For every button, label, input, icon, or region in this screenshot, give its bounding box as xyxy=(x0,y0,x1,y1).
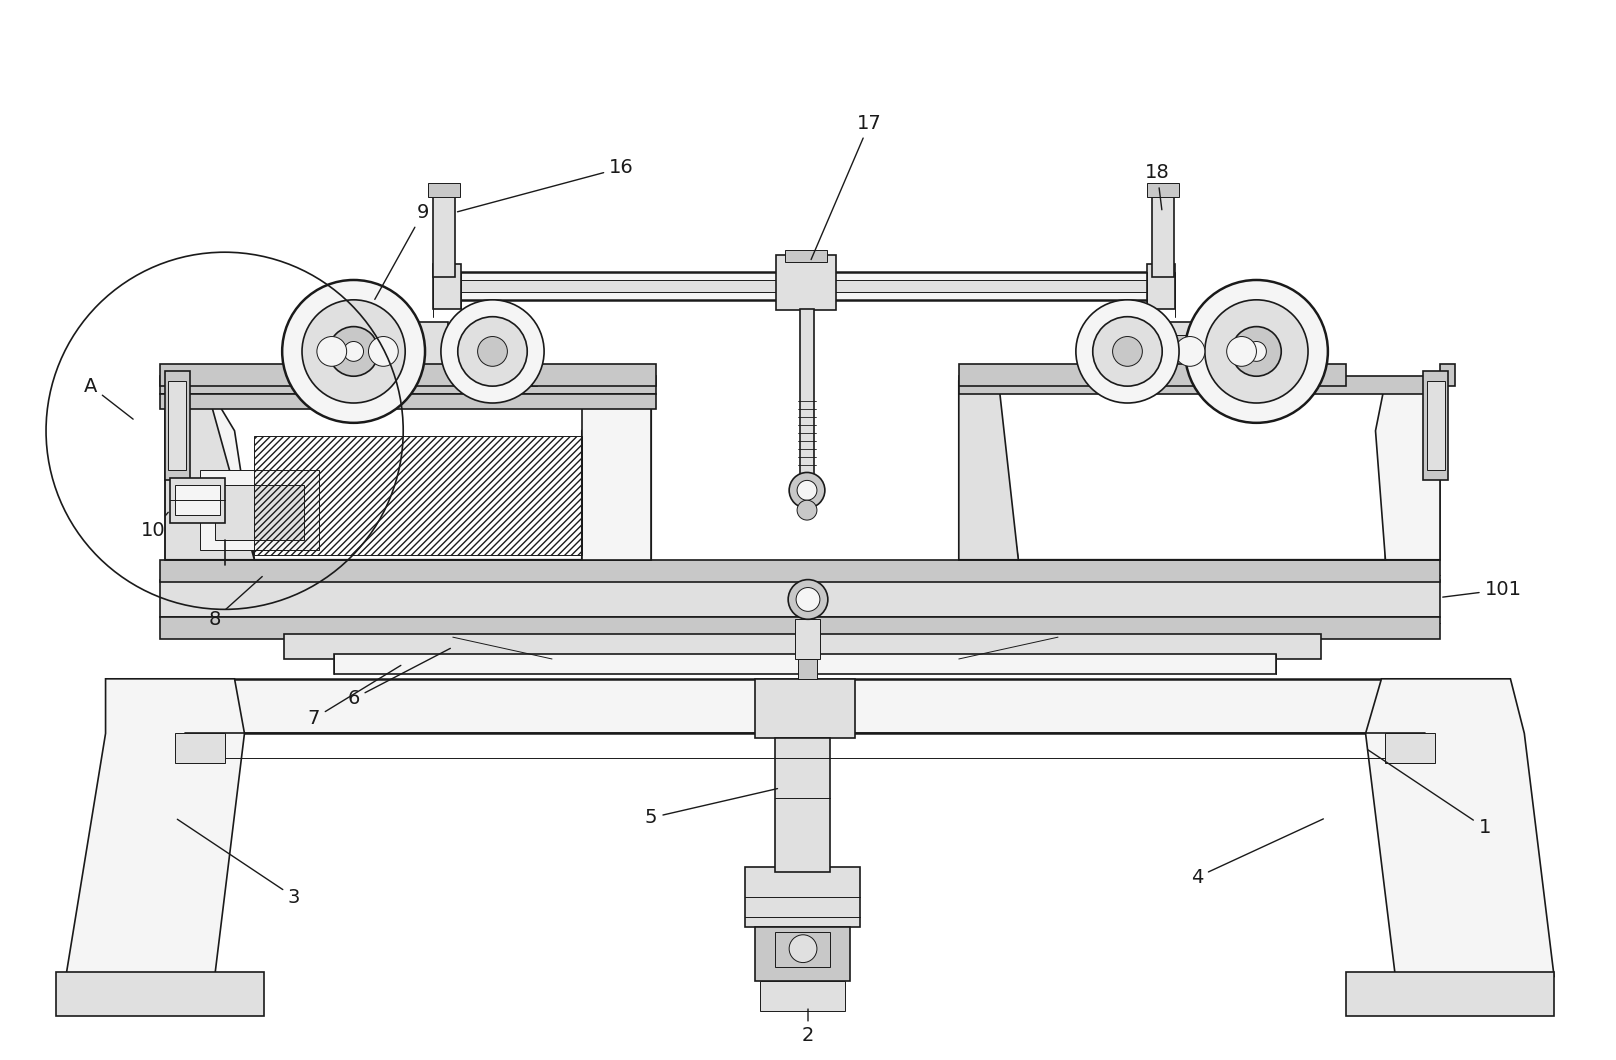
Bar xyxy=(168,382,186,471)
Bar xyxy=(1385,734,1435,763)
Bar xyxy=(160,376,656,394)
Bar xyxy=(200,471,318,550)
Text: 10: 10 xyxy=(141,512,168,540)
Circle shape xyxy=(797,480,818,500)
Polygon shape xyxy=(958,382,1440,560)
Bar xyxy=(165,371,191,480)
Circle shape xyxy=(302,300,406,403)
Bar xyxy=(745,867,860,926)
Text: 9: 9 xyxy=(375,204,430,299)
Bar xyxy=(785,250,827,262)
Bar xyxy=(1424,371,1448,480)
Bar xyxy=(1346,972,1555,1017)
Bar xyxy=(299,321,448,382)
Bar xyxy=(443,272,1167,300)
Bar xyxy=(776,255,835,310)
Circle shape xyxy=(1206,300,1307,403)
Circle shape xyxy=(368,336,398,367)
Bar xyxy=(312,335,352,368)
Bar xyxy=(443,280,1167,292)
Polygon shape xyxy=(958,382,1018,560)
Bar xyxy=(57,972,265,1017)
Circle shape xyxy=(1227,336,1257,367)
Bar xyxy=(1427,382,1445,471)
Text: 8: 8 xyxy=(208,577,262,629)
Bar xyxy=(215,485,304,540)
Circle shape xyxy=(1185,280,1328,423)
Bar xyxy=(1222,335,1262,368)
Circle shape xyxy=(1246,341,1267,361)
Circle shape xyxy=(789,580,827,619)
Bar xyxy=(335,654,1277,674)
Polygon shape xyxy=(165,382,651,560)
Circle shape xyxy=(1231,326,1281,376)
Bar xyxy=(160,617,1440,639)
Bar xyxy=(428,182,461,197)
Circle shape xyxy=(457,317,527,386)
Polygon shape xyxy=(165,382,254,560)
Bar xyxy=(175,485,220,515)
Bar xyxy=(798,659,818,678)
Text: 18: 18 xyxy=(1144,163,1170,210)
Bar xyxy=(284,634,1320,659)
Circle shape xyxy=(344,341,364,361)
Bar xyxy=(795,619,819,659)
Text: A: A xyxy=(84,376,133,419)
Bar xyxy=(170,478,225,523)
Polygon shape xyxy=(1375,382,1440,560)
Bar xyxy=(755,678,855,739)
Text: 17: 17 xyxy=(811,113,882,260)
Bar xyxy=(175,734,225,763)
Bar xyxy=(958,376,1445,394)
Circle shape xyxy=(283,280,425,423)
Bar xyxy=(160,365,537,386)
Circle shape xyxy=(441,300,545,403)
Bar xyxy=(776,932,831,967)
Bar xyxy=(958,365,1346,386)
Circle shape xyxy=(797,587,819,612)
Text: 1: 1 xyxy=(1367,749,1492,837)
Circle shape xyxy=(328,326,378,376)
Bar xyxy=(364,335,404,368)
Bar xyxy=(776,739,831,872)
Polygon shape xyxy=(66,678,244,976)
Polygon shape xyxy=(582,382,651,560)
Text: 4: 4 xyxy=(1191,819,1324,887)
Bar xyxy=(160,580,1440,617)
Text: 6: 6 xyxy=(347,649,451,708)
Circle shape xyxy=(1092,317,1162,386)
Bar xyxy=(1147,264,1175,308)
Text: 101: 101 xyxy=(1443,580,1522,599)
Bar xyxy=(755,926,850,982)
Circle shape xyxy=(478,336,507,367)
Bar xyxy=(761,982,845,1011)
Bar xyxy=(1157,321,1306,382)
Circle shape xyxy=(1076,300,1180,403)
Circle shape xyxy=(317,336,347,367)
Bar xyxy=(1440,365,1454,386)
Bar xyxy=(1170,335,1210,368)
Bar xyxy=(800,308,814,482)
Circle shape xyxy=(789,473,824,508)
Polygon shape xyxy=(1366,678,1555,976)
Circle shape xyxy=(789,935,818,962)
Text: 7: 7 xyxy=(307,666,401,728)
Circle shape xyxy=(1112,336,1143,367)
Text: 2: 2 xyxy=(802,1009,814,1045)
Text: 3: 3 xyxy=(178,819,301,906)
Bar xyxy=(1147,182,1180,197)
Bar xyxy=(105,678,1495,734)
Bar xyxy=(433,264,461,308)
Bar xyxy=(433,188,454,277)
Text: 5: 5 xyxy=(645,789,777,827)
Circle shape xyxy=(1175,336,1206,367)
Bar xyxy=(1152,188,1175,277)
Circle shape xyxy=(797,500,818,520)
Text: 16: 16 xyxy=(457,158,633,212)
Bar xyxy=(160,394,656,409)
Bar xyxy=(532,365,656,386)
Bar xyxy=(160,560,1440,582)
